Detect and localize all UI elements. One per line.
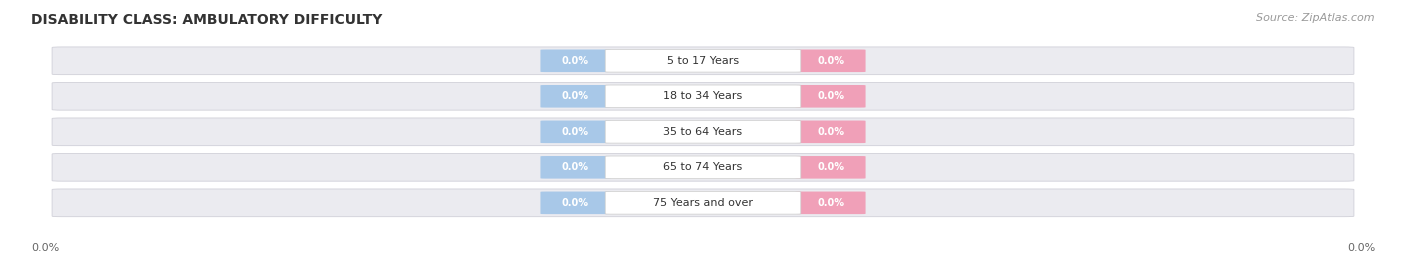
Text: 0.0%: 0.0%: [562, 127, 589, 137]
FancyBboxPatch shape: [605, 156, 801, 179]
FancyBboxPatch shape: [540, 192, 610, 214]
Text: 0.0%: 0.0%: [817, 56, 844, 66]
FancyBboxPatch shape: [796, 192, 866, 214]
FancyBboxPatch shape: [605, 49, 801, 72]
Text: 35 to 64 Years: 35 to 64 Years: [664, 127, 742, 137]
Text: 5 to 17 Years: 5 to 17 Years: [666, 56, 740, 66]
FancyBboxPatch shape: [52, 83, 1354, 110]
FancyBboxPatch shape: [52, 189, 1354, 217]
Legend: Male, Female: Male, Female: [631, 267, 775, 269]
FancyBboxPatch shape: [540, 85, 610, 108]
FancyBboxPatch shape: [52, 154, 1354, 181]
Text: 0.0%: 0.0%: [562, 56, 589, 66]
FancyBboxPatch shape: [540, 121, 610, 143]
Text: 0.0%: 0.0%: [817, 198, 844, 208]
FancyBboxPatch shape: [796, 121, 866, 143]
Text: 0.0%: 0.0%: [817, 162, 844, 172]
Text: DISABILITY CLASS: AMBULATORY DIFFICULTY: DISABILITY CLASS: AMBULATORY DIFFICULTY: [31, 13, 382, 27]
FancyBboxPatch shape: [540, 49, 610, 72]
Text: 0.0%: 0.0%: [562, 198, 589, 208]
Text: 0.0%: 0.0%: [562, 91, 589, 101]
Text: 0.0%: 0.0%: [562, 162, 589, 172]
FancyBboxPatch shape: [796, 156, 866, 179]
Text: 0.0%: 0.0%: [817, 127, 844, 137]
FancyBboxPatch shape: [605, 192, 801, 214]
Text: 18 to 34 Years: 18 to 34 Years: [664, 91, 742, 101]
FancyBboxPatch shape: [605, 121, 801, 143]
Text: 65 to 74 Years: 65 to 74 Years: [664, 162, 742, 172]
Text: 0.0%: 0.0%: [817, 91, 844, 101]
Text: 0.0%: 0.0%: [31, 243, 59, 253]
Text: 0.0%: 0.0%: [1347, 243, 1375, 253]
FancyBboxPatch shape: [796, 85, 866, 108]
FancyBboxPatch shape: [605, 85, 801, 108]
FancyBboxPatch shape: [52, 118, 1354, 146]
FancyBboxPatch shape: [52, 47, 1354, 75]
Text: Source: ZipAtlas.com: Source: ZipAtlas.com: [1257, 13, 1375, 23]
FancyBboxPatch shape: [540, 156, 610, 179]
FancyBboxPatch shape: [796, 49, 866, 72]
Text: 75 Years and over: 75 Years and over: [652, 198, 754, 208]
